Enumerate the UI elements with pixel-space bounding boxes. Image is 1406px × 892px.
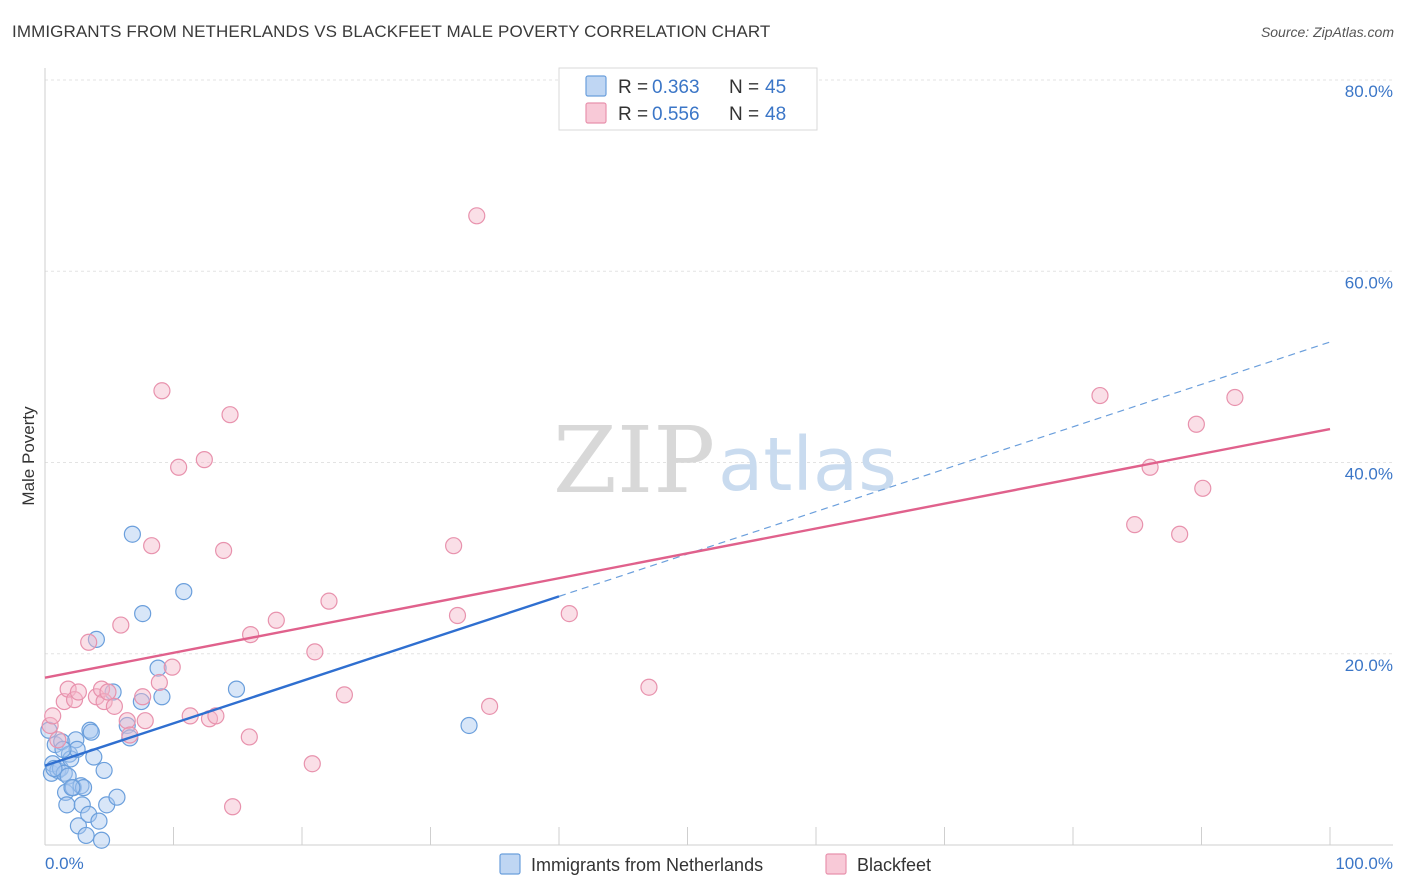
data-point-blackfeet	[1171, 525, 1189, 543]
data-point-immigrants-netherlands	[108, 788, 126, 806]
data-point-immigrants-netherlands	[77, 826, 95, 845]
data-point-blackfeet	[560, 604, 578, 623]
legend-n-label: N =	[729, 77, 759, 98]
legend-stats: R = 0.363 N = 45 R = 0.556 N = 48	[558, 67, 818, 131]
y-tick-label: 60.0%	[1345, 273, 1393, 292]
legend-label-blackfeet: Blackfeet	[857, 855, 931, 875]
data-point-blackfeet	[95, 692, 113, 711]
legend-series: Immigrants from Netherlands Blackfeet	[499, 853, 931, 875]
data-point-blackfeet	[118, 712, 136, 730]
data-point-immigrants-netherlands	[80, 805, 98, 824]
data-point-blackfeet	[335, 686, 354, 704]
chart-title: IMMIGRANTS FROM NETHERLANDS VS BLACKFEET…	[12, 22, 771, 41]
data-points	[40, 207, 1244, 849]
data-point-blackfeet	[134, 688, 152, 706]
data-point-blackfeet	[105, 697, 123, 715]
legend-swatch-immigrants-netherlands	[499, 853, 521, 875]
x-tick-label: 100.0%	[1335, 854, 1393, 873]
y-axis-title: Male Poverty	[19, 406, 38, 506]
data-point-blackfeet	[1187, 415, 1205, 433]
data-point-immigrants-netherlands	[90, 812, 108, 830]
data-point-immigrants-netherlands	[95, 761, 113, 780]
y-tick-label: 80.0%	[1345, 82, 1393, 101]
data-point-blackfeet	[240, 728, 258, 746]
data-point-blackfeet	[112, 616, 130, 634]
data-point-immigrants-netherlands	[153, 688, 171, 706]
legend-n-label: N =	[729, 104, 759, 125]
trend-line-immigrants-netherlands	[44, 595, 560, 767]
legend-r-value: 0.556	[652, 104, 700, 125]
data-point-blackfeet	[1194, 479, 1212, 497]
data-point-blackfeet	[1226, 388, 1244, 407]
data-point-blackfeet	[445, 537, 463, 555]
data-point-blackfeet	[163, 658, 181, 676]
data-point-blackfeet	[481, 697, 499, 715]
data-point-blackfeet	[306, 643, 324, 661]
data-point-immigrants-netherlands	[54, 740, 72, 758]
data-point-immigrants-netherlands	[63, 779, 81, 797]
legend-r-label: R =	[618, 104, 648, 125]
tick-labels: 20.0% 40.0% 60.0% 80.0% 0.0% 100.0%	[45, 82, 1393, 873]
y-tick-label: 40.0%	[1345, 465, 1393, 484]
legend-n-value: 45	[765, 77, 786, 98]
data-point-immigrants-netherlands	[92, 831, 111, 849]
legend-r-label: R =	[618, 77, 648, 98]
data-point-immigrants-netherlands	[227, 680, 246, 698]
data-point-blackfeet	[49, 731, 67, 749]
watermark-atlas: atlas	[718, 422, 897, 508]
data-point-blackfeet	[242, 626, 260, 644]
legend-r-value: 0.363	[652, 77, 700, 98]
data-point-blackfeet	[153, 382, 171, 400]
data-point-blackfeet	[143, 537, 161, 555]
data-point-blackfeet	[224, 798, 242, 816]
data-point-blackfeet	[150, 673, 168, 692]
trend-line-blackfeet	[44, 427, 1331, 679]
data-point-blackfeet	[195, 451, 213, 469]
data-point-blackfeet	[1091, 386, 1109, 405]
legend-label-immigrants-netherlands: Immigrants from Netherlands	[531, 855, 763, 875]
data-point-blackfeet	[1126, 516, 1144, 534]
watermark-zip: ZIP	[553, 407, 715, 514]
data-point-immigrants-netherlands	[134, 604, 152, 623]
data-point-blackfeet	[640, 678, 658, 696]
watermark: ZIP atlas	[553, 407, 897, 514]
data-point-blackfeet	[215, 541, 233, 560]
data-point-immigrants-netherlands	[149, 659, 167, 677]
data-point-blackfeet	[99, 683, 117, 701]
legend-swatch-pink	[585, 102, 607, 124]
data-point-blackfeet	[59, 680, 77, 698]
data-point-blackfeet	[267, 611, 285, 629]
gridlines	[45, 79, 1393, 655]
y-tick-label: 20.0%	[1345, 656, 1393, 675]
data-point-immigrants-netherlands	[82, 723, 100, 741]
data-point-blackfeet	[69, 683, 88, 701]
data-point-blackfeet	[320, 592, 338, 610]
data-point-blackfeet	[468, 207, 486, 225]
data-point-blackfeet	[44, 707, 62, 725]
data-point-immigrants-netherlands	[73, 796, 91, 814]
data-point-immigrants-netherlands	[460, 716, 478, 735]
legend-swatch-blackfeet	[825, 853, 847, 875]
legend-swatch-blue	[585, 75, 607, 97]
data-point-blackfeet	[41, 716, 59, 735]
data-point-blackfeet	[448, 606, 467, 625]
trend-lines	[44, 341, 1331, 767]
x-tick-label: 0.0%	[45, 854, 84, 873]
data-point-blackfeet	[136, 712, 154, 730]
source-credit: Source: ZipAtlas.com	[1260, 24, 1394, 40]
legend-n-value: 48	[765, 104, 786, 125]
data-point-blackfeet	[221, 406, 239, 424]
data-point-immigrants-netherlands	[123, 525, 141, 543]
data-point-immigrants-netherlands	[175, 582, 193, 601]
data-point-blackfeet	[303, 755, 321, 773]
data-point-blackfeet	[80, 633, 98, 651]
data-point-immigrants-netherlands	[58, 796, 76, 814]
data-point-blackfeet	[170, 458, 188, 476]
